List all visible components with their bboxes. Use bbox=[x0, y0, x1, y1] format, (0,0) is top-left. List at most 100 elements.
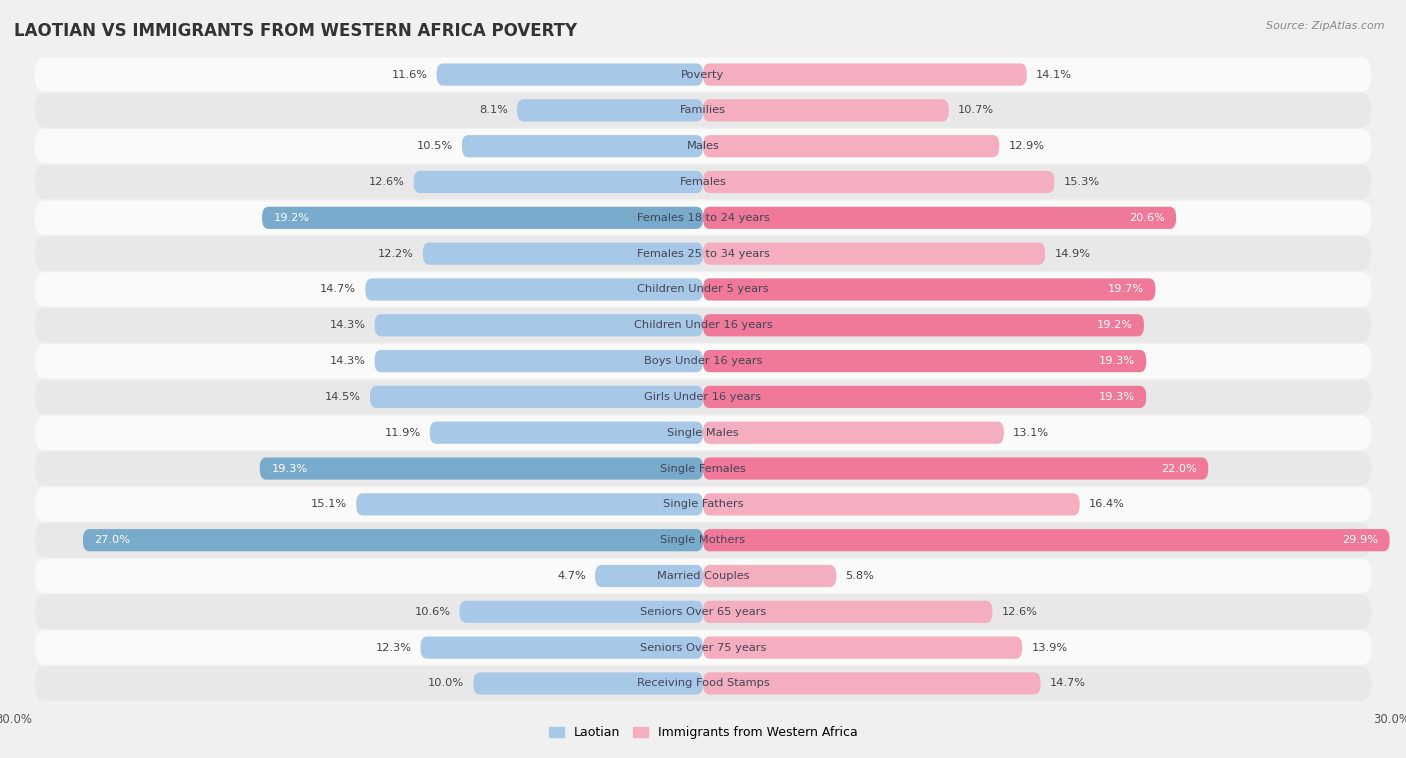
FancyBboxPatch shape bbox=[35, 415, 1371, 450]
FancyBboxPatch shape bbox=[461, 135, 703, 158]
FancyBboxPatch shape bbox=[35, 201, 1371, 235]
Text: 22.0%: 22.0% bbox=[1161, 464, 1197, 474]
FancyBboxPatch shape bbox=[703, 350, 1146, 372]
Text: 14.3%: 14.3% bbox=[329, 321, 366, 330]
Text: Children Under 5 years: Children Under 5 years bbox=[637, 284, 769, 294]
FancyBboxPatch shape bbox=[703, 314, 1144, 337]
FancyBboxPatch shape bbox=[420, 637, 703, 659]
FancyBboxPatch shape bbox=[35, 272, 1371, 307]
Text: 29.9%: 29.9% bbox=[1343, 535, 1378, 545]
Text: 12.2%: 12.2% bbox=[378, 249, 413, 258]
Text: 14.3%: 14.3% bbox=[329, 356, 366, 366]
Text: 8.1%: 8.1% bbox=[479, 105, 508, 115]
Text: 13.1%: 13.1% bbox=[1012, 428, 1049, 437]
Text: 15.3%: 15.3% bbox=[1063, 177, 1099, 187]
FancyBboxPatch shape bbox=[703, 565, 837, 587]
Text: Seniors Over 65 years: Seniors Over 65 years bbox=[640, 607, 766, 617]
FancyBboxPatch shape bbox=[35, 236, 1371, 271]
FancyBboxPatch shape bbox=[474, 672, 703, 694]
FancyBboxPatch shape bbox=[35, 594, 1371, 629]
Text: 12.9%: 12.9% bbox=[1008, 141, 1045, 151]
Text: Seniors Over 75 years: Seniors Over 75 years bbox=[640, 643, 766, 653]
Text: 19.7%: 19.7% bbox=[1108, 284, 1144, 294]
Text: Boys Under 16 years: Boys Under 16 years bbox=[644, 356, 762, 366]
FancyBboxPatch shape bbox=[703, 64, 1026, 86]
Text: Poverty: Poverty bbox=[682, 70, 724, 80]
FancyBboxPatch shape bbox=[703, 421, 1004, 444]
Text: 27.0%: 27.0% bbox=[94, 535, 131, 545]
Text: Females 18 to 24 years: Females 18 to 24 years bbox=[637, 213, 769, 223]
FancyBboxPatch shape bbox=[260, 457, 703, 480]
Text: 14.1%: 14.1% bbox=[1036, 70, 1071, 80]
FancyBboxPatch shape bbox=[595, 565, 703, 587]
Text: Males: Males bbox=[686, 141, 720, 151]
FancyBboxPatch shape bbox=[370, 386, 703, 408]
Text: Females: Females bbox=[679, 177, 727, 187]
FancyBboxPatch shape bbox=[35, 631, 1371, 665]
FancyBboxPatch shape bbox=[35, 559, 1371, 594]
FancyBboxPatch shape bbox=[35, 129, 1371, 164]
FancyBboxPatch shape bbox=[460, 600, 703, 623]
FancyBboxPatch shape bbox=[703, 207, 1175, 229]
Text: 15.1%: 15.1% bbox=[311, 500, 347, 509]
Text: Children Under 16 years: Children Under 16 years bbox=[634, 321, 772, 330]
Text: 11.6%: 11.6% bbox=[391, 70, 427, 80]
FancyBboxPatch shape bbox=[703, 457, 1208, 480]
Text: 10.7%: 10.7% bbox=[957, 105, 994, 115]
FancyBboxPatch shape bbox=[430, 421, 703, 444]
FancyBboxPatch shape bbox=[703, 386, 1146, 408]
FancyBboxPatch shape bbox=[35, 344, 1371, 378]
FancyBboxPatch shape bbox=[35, 666, 1371, 700]
FancyBboxPatch shape bbox=[413, 171, 703, 193]
Text: 14.7%: 14.7% bbox=[1050, 678, 1085, 688]
Text: Married Couples: Married Couples bbox=[657, 571, 749, 581]
Text: 12.6%: 12.6% bbox=[368, 177, 405, 187]
Text: Single Mothers: Single Mothers bbox=[661, 535, 745, 545]
Text: 14.9%: 14.9% bbox=[1054, 249, 1091, 258]
FancyBboxPatch shape bbox=[703, 600, 993, 623]
Text: 12.3%: 12.3% bbox=[375, 643, 412, 653]
Text: 16.4%: 16.4% bbox=[1088, 500, 1125, 509]
Text: 19.2%: 19.2% bbox=[274, 213, 309, 223]
FancyBboxPatch shape bbox=[35, 308, 1371, 343]
FancyBboxPatch shape bbox=[366, 278, 703, 301]
Text: 19.2%: 19.2% bbox=[1097, 321, 1132, 330]
Text: 19.3%: 19.3% bbox=[1098, 392, 1135, 402]
Text: 12.6%: 12.6% bbox=[1001, 607, 1038, 617]
Text: Girls Under 16 years: Girls Under 16 years bbox=[644, 392, 762, 402]
FancyBboxPatch shape bbox=[703, 672, 1040, 694]
FancyBboxPatch shape bbox=[262, 207, 703, 229]
Text: 14.7%: 14.7% bbox=[321, 284, 356, 294]
FancyBboxPatch shape bbox=[703, 135, 1000, 158]
Text: Single Fathers: Single Fathers bbox=[662, 500, 744, 509]
FancyBboxPatch shape bbox=[703, 529, 1389, 551]
Text: 11.9%: 11.9% bbox=[384, 428, 420, 437]
FancyBboxPatch shape bbox=[374, 350, 703, 372]
Text: Receiving Food Stamps: Receiving Food Stamps bbox=[637, 678, 769, 688]
Text: Females 25 to 34 years: Females 25 to 34 years bbox=[637, 249, 769, 258]
FancyBboxPatch shape bbox=[35, 487, 1371, 522]
FancyBboxPatch shape bbox=[703, 171, 1054, 193]
Text: LAOTIAN VS IMMIGRANTS FROM WESTERN AFRICA POVERTY: LAOTIAN VS IMMIGRANTS FROM WESTERN AFRIC… bbox=[14, 23, 578, 40]
Legend: Laotian, Immigrants from Western Africa: Laotian, Immigrants from Western Africa bbox=[544, 722, 862, 744]
Text: 4.7%: 4.7% bbox=[557, 571, 586, 581]
FancyBboxPatch shape bbox=[356, 493, 703, 515]
FancyBboxPatch shape bbox=[35, 164, 1371, 199]
FancyBboxPatch shape bbox=[703, 493, 1080, 515]
FancyBboxPatch shape bbox=[35, 93, 1371, 127]
FancyBboxPatch shape bbox=[703, 99, 949, 121]
FancyBboxPatch shape bbox=[35, 58, 1371, 92]
FancyBboxPatch shape bbox=[703, 278, 1156, 301]
Text: 10.5%: 10.5% bbox=[416, 141, 453, 151]
Text: 14.5%: 14.5% bbox=[325, 392, 361, 402]
Text: 20.6%: 20.6% bbox=[1129, 213, 1164, 223]
FancyBboxPatch shape bbox=[83, 529, 703, 551]
Text: 19.3%: 19.3% bbox=[271, 464, 308, 474]
FancyBboxPatch shape bbox=[35, 451, 1371, 486]
Text: 19.3%: 19.3% bbox=[1098, 356, 1135, 366]
Text: 13.9%: 13.9% bbox=[1032, 643, 1067, 653]
Text: Families: Families bbox=[681, 105, 725, 115]
FancyBboxPatch shape bbox=[703, 637, 1022, 659]
FancyBboxPatch shape bbox=[35, 523, 1371, 557]
Text: 10.0%: 10.0% bbox=[427, 678, 464, 688]
